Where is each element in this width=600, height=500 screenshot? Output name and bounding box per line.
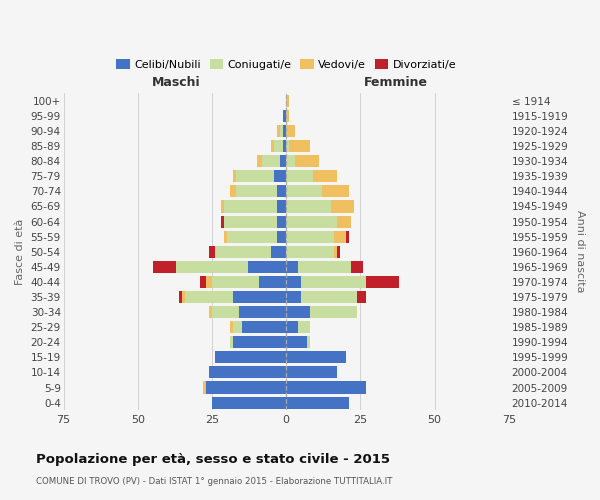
Bar — [274, 170, 286, 182]
Text: Maschi: Maschi — [152, 76, 200, 89]
Bar — [280, 155, 286, 168]
Bar — [352, 261, 364, 273]
Bar — [334, 246, 337, 258]
Bar — [200, 276, 206, 288]
Bar — [286, 110, 289, 122]
Bar — [277, 230, 286, 242]
Bar — [233, 321, 242, 333]
Bar — [230, 186, 236, 198]
Bar — [286, 140, 289, 152]
Bar — [280, 125, 283, 137]
Bar — [277, 186, 286, 198]
Bar — [209, 306, 212, 318]
Bar — [233, 336, 286, 348]
Bar — [286, 155, 295, 168]
Bar — [224, 230, 227, 242]
Bar — [301, 276, 367, 288]
Bar — [271, 140, 274, 152]
Bar — [310, 306, 358, 318]
Bar — [286, 186, 322, 198]
Bar — [277, 125, 280, 137]
Bar — [248, 261, 286, 273]
Bar — [212, 396, 286, 408]
Bar — [185, 291, 233, 303]
Bar — [346, 230, 349, 242]
Bar — [227, 230, 277, 242]
Text: Femmine: Femmine — [364, 76, 428, 89]
Bar — [212, 276, 259, 288]
Bar — [206, 382, 286, 394]
Bar — [179, 291, 182, 303]
Bar — [313, 170, 337, 182]
Bar — [182, 291, 185, 303]
Bar — [331, 200, 355, 212]
Bar — [286, 382, 367, 394]
Bar — [322, 186, 349, 198]
Bar — [271, 246, 286, 258]
Bar — [298, 321, 310, 333]
Bar — [307, 336, 310, 348]
Bar — [286, 125, 295, 137]
Bar — [221, 216, 224, 228]
Bar — [233, 170, 236, 182]
Y-axis label: Fasce di età: Fasce di età — [15, 218, 25, 285]
Bar — [277, 200, 286, 212]
Bar — [289, 140, 310, 152]
Bar — [209, 246, 215, 258]
Bar — [262, 155, 280, 168]
Bar — [259, 276, 286, 288]
Bar — [176, 261, 248, 273]
Bar — [286, 200, 331, 212]
Bar — [367, 276, 399, 288]
Bar — [224, 200, 277, 212]
Bar — [295, 155, 319, 168]
Bar — [286, 366, 337, 378]
Bar — [277, 216, 286, 228]
Bar — [209, 366, 286, 378]
Bar — [215, 246, 271, 258]
Bar — [283, 140, 286, 152]
Bar — [286, 291, 301, 303]
Bar — [230, 321, 233, 333]
Bar — [286, 170, 313, 182]
Bar — [286, 396, 349, 408]
Bar — [334, 230, 346, 242]
Y-axis label: Anni di nascita: Anni di nascita — [575, 210, 585, 293]
Bar — [236, 170, 274, 182]
Bar — [286, 352, 346, 364]
Bar — [274, 140, 283, 152]
Bar — [283, 125, 286, 137]
Bar — [286, 306, 310, 318]
Bar — [206, 276, 212, 288]
Bar — [230, 336, 233, 348]
Text: COMUNE DI TROVO (PV) - Dati ISTAT 1° gennaio 2015 - Elaborazione TUTTITALIA.IT: COMUNE DI TROVO (PV) - Dati ISTAT 1° gen… — [36, 478, 392, 486]
Bar — [286, 336, 307, 348]
Bar — [286, 95, 289, 107]
Bar — [286, 321, 298, 333]
Bar — [257, 155, 262, 168]
Bar — [358, 291, 367, 303]
Bar — [152, 261, 176, 273]
Bar — [337, 246, 340, 258]
Bar — [215, 352, 286, 364]
Bar — [221, 200, 224, 212]
Bar — [212, 306, 239, 318]
Bar — [286, 216, 337, 228]
Bar — [301, 291, 358, 303]
Bar — [242, 321, 286, 333]
Bar — [298, 261, 352, 273]
Bar — [286, 230, 334, 242]
Bar — [286, 276, 301, 288]
Bar — [286, 261, 298, 273]
Bar — [224, 216, 277, 228]
Bar — [239, 306, 286, 318]
Text: Popolazione per età, sesso e stato civile - 2015: Popolazione per età, sesso e stato civil… — [36, 452, 390, 466]
Bar — [286, 246, 334, 258]
Bar — [203, 382, 206, 394]
Bar — [236, 186, 277, 198]
Bar — [337, 216, 352, 228]
Bar — [283, 110, 286, 122]
Legend: Celibi/Nubili, Coniugati/e, Vedovi/e, Divorziati/e: Celibi/Nubili, Coniugati/e, Vedovi/e, Di… — [112, 54, 461, 74]
Bar — [233, 291, 286, 303]
